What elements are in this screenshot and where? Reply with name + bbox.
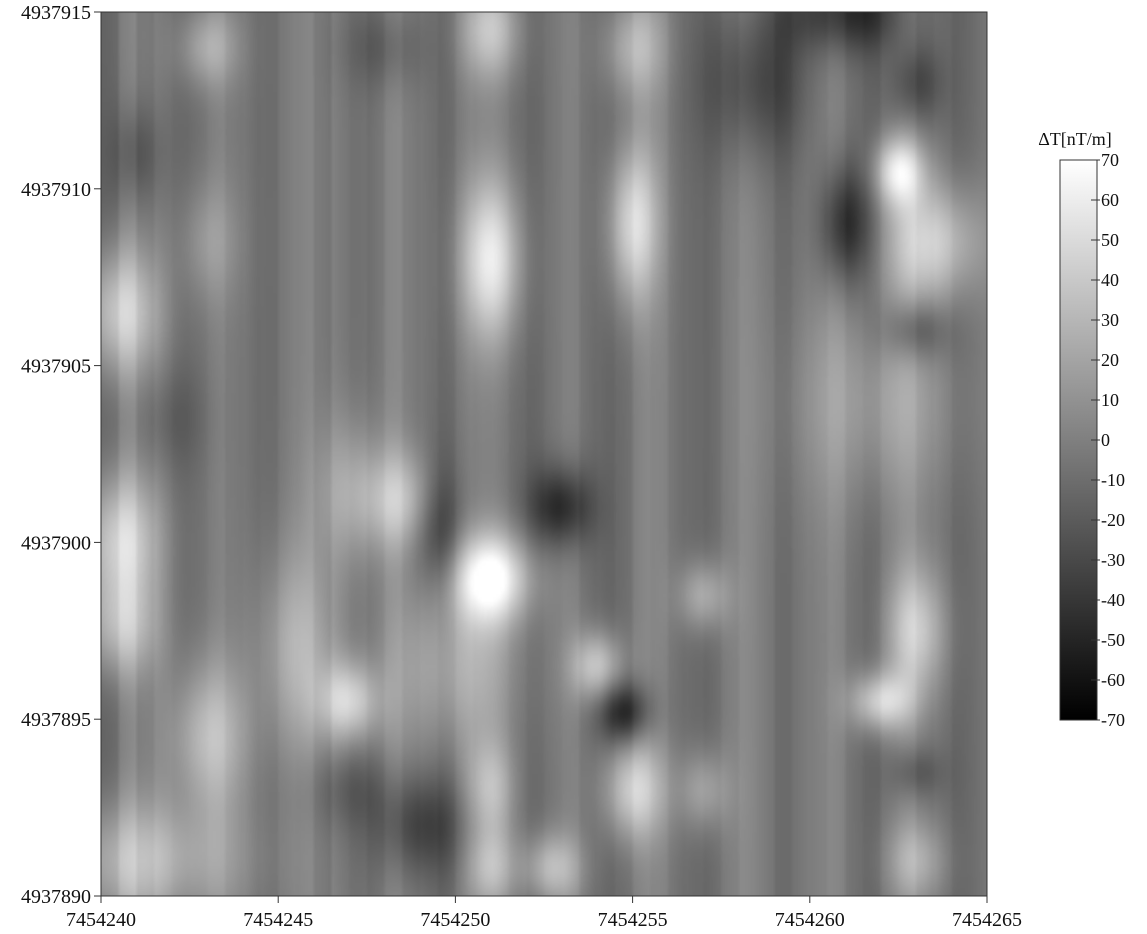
x-axis: 7454240 7454245 7454250 7454255 7454260 74542…	[66, 896, 1022, 931]
colorbar-tick-label: -60	[1101, 670, 1125, 690]
heatmap-plot-area	[101, 12, 987, 896]
y-tick-label: 4937890	[21, 886, 91, 908]
colorbar-tick-label: -40	[1101, 590, 1125, 610]
heatmap-raster	[101, 12, 987, 896]
colorbar-tick-label: -10	[1101, 470, 1125, 490]
colorbar-tick-label: 70	[1101, 150, 1119, 170]
y-axis: 4937915 4937910 4937905 4937900 4937895 49378…	[21, 2, 101, 908]
colorbar-tick-label: 0	[1101, 430, 1110, 450]
x-tick-label: 7454245	[243, 909, 313, 931]
colorbar-tick-label: -50	[1101, 630, 1125, 650]
colorbar-tick-label: 60	[1101, 190, 1119, 210]
y-tick-label: 4937905	[21, 356, 91, 378]
colorbar-tick-label: -20	[1101, 510, 1125, 530]
y-tick-label: 4937900	[21, 532, 91, 554]
colorbar-label: ΔT[nT/m]	[1038, 129, 1112, 149]
y-tick-label: 4937915	[21, 2, 91, 24]
colorbar-tick-label: -70	[1101, 710, 1125, 730]
plot-frame	[100, 11, 988, 897]
x-tick-label: 7454250	[420, 909, 490, 931]
colorbar-tick-label: 30	[1101, 310, 1119, 330]
x-tick-label: 7454240	[66, 909, 136, 931]
colorbar-ticks: 70 60 50 40 30 20 10 0 -10 -20 -30 -40 -50 -60 -70	[1091, 150, 1125, 730]
colorbar-gradient	[1059, 159, 1098, 721]
x-tick-label: 7454260	[775, 909, 845, 931]
colorbar-tick-label: 10	[1101, 390, 1119, 410]
colorbar-tick-label: -30	[1101, 550, 1125, 570]
colorbar-tick-label: 40	[1101, 270, 1119, 290]
colorbar: ΔT[nT/m] 70 60 50 40 30 20 10 0 -10 -20 -30 -40 -50 -…	[1038, 129, 1125, 730]
colorbar-tick-label: 20	[1101, 350, 1119, 370]
y-tick-label: 4937910	[21, 179, 91, 201]
x-tick-label: 7454265	[952, 909, 1022, 931]
y-tick-label: 4937895	[21, 709, 91, 731]
x-tick-label: 7454255	[598, 909, 668, 931]
colorbar-tick-label: 50	[1101, 230, 1119, 250]
